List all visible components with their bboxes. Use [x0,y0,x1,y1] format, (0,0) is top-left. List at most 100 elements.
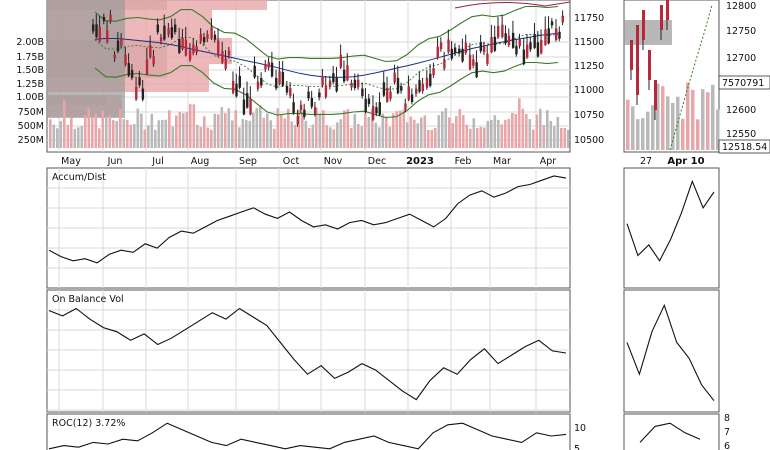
volume-bar [416,123,420,148]
volume-bar [437,115,441,148]
volume-bar [542,124,546,148]
volume-bar [238,127,241,148]
volume-bar [196,124,199,148]
price-bar-body [350,83,353,88]
volume-bar [276,108,280,148]
volume-bar [486,120,490,148]
volume-bar [528,119,532,148]
volume-bar [392,113,395,148]
volume-bar [381,113,385,148]
volume-bar [213,113,217,148]
volume-bar [87,108,91,148]
price-bar-body [163,25,166,40]
volume-bar [353,114,357,148]
price-bar-body [475,62,478,78]
obv-grid [47,290,570,412]
price-bar-body [221,51,224,63]
price-bar-body [332,73,335,83]
price-bar-body [486,53,489,65]
upper-bollinger-band [94,5,559,63]
price-bar-body [275,77,278,89]
volume-bar [563,128,567,148]
volume-bar [448,117,451,148]
zoom-volume-bar [716,109,720,150]
price-bar-body [507,35,511,45]
price-bar-body [324,85,328,98]
volume-bar [560,127,563,148]
zoom-price-tick-label: 12600 [726,105,756,116]
price-bar-body [328,80,332,87]
month-label: Jun [107,156,123,167]
zoom-volume-badge: 7570791 [722,78,764,89]
volume-bar [73,128,77,148]
price-bar-body [145,59,149,75]
price-bar-body [404,103,407,110]
price-bar-body [447,39,450,53]
zoom-price-body [642,10,645,40]
volume-bar [497,119,500,148]
price-bar-body [109,14,112,22]
price-bar-body [321,76,324,86]
zoom-price-tick-label: 12550 [726,129,756,140]
price-bar-body [267,61,270,68]
price-bar-body [429,73,432,86]
volume-bar [553,126,556,148]
volume-bar [462,115,465,148]
roc-zoom-frame [623,413,720,450]
volume-bar [290,121,294,148]
price-tick-label: 11500 [574,37,604,48]
zoom-volume-bar [636,119,640,150]
obv-label: On Balance Vol [52,294,124,305]
volume-bar [210,129,213,148]
volume-bar [262,117,266,148]
zoom-volume-bar [661,86,665,150]
volume-bar [171,126,175,148]
volume-bar [521,108,525,148]
zoom-volume-bar [681,118,685,150]
price-bar-body [407,86,410,100]
price-bar-body [461,48,464,62]
zoom-badge-box [718,75,770,90]
price-bar-body [138,77,141,86]
price-bar-body [501,24,504,37]
volume-bar [168,110,171,148]
volume-tick-label: 250M [18,135,44,146]
price-bar-body [260,78,263,86]
price-bar-body [210,27,213,39]
roc-zoom-tick-label: 7 [724,427,730,438]
volume-bar [420,117,423,148]
roc-zoom-tick-label: 6 [724,441,730,450]
accum-dist-line [48,175,567,264]
volume-bar [343,110,346,148]
volume-bar [157,120,161,148]
accum-dist-zoom-line [626,179,715,262]
price-bar-body [536,42,540,57]
price-bar-body [149,45,152,58]
roc-axis-ticks: 10 5 8 7 6 [574,413,730,450]
volume-bar [455,116,458,148]
month-label: Sep [239,156,257,167]
roc-tick-label: 5 [574,444,580,450]
volume-bar [133,124,136,148]
volume-bar [245,119,248,148]
price-bar-body [490,37,493,53]
volume-bar [322,110,325,148]
volume-bar [140,113,143,148]
volume-bar [308,128,311,148]
price-bar-body [113,54,116,59]
month-label: May [61,156,81,167]
volume-bar [504,119,507,148]
price-bar-body [159,37,163,42]
price-bar-body [418,80,421,92]
price-bar-body [522,49,526,65]
obv-line [48,307,567,401]
zoom-bollinger-line [669,4,713,151]
price-bar-body [458,48,461,54]
price-bar-body [540,40,543,54]
price-bar-body [202,37,206,43]
roc-zoom-tick-label: 8 [724,413,730,424]
volume-bar [224,113,227,148]
volume-bar [430,129,434,148]
price-bar-body [98,27,101,42]
